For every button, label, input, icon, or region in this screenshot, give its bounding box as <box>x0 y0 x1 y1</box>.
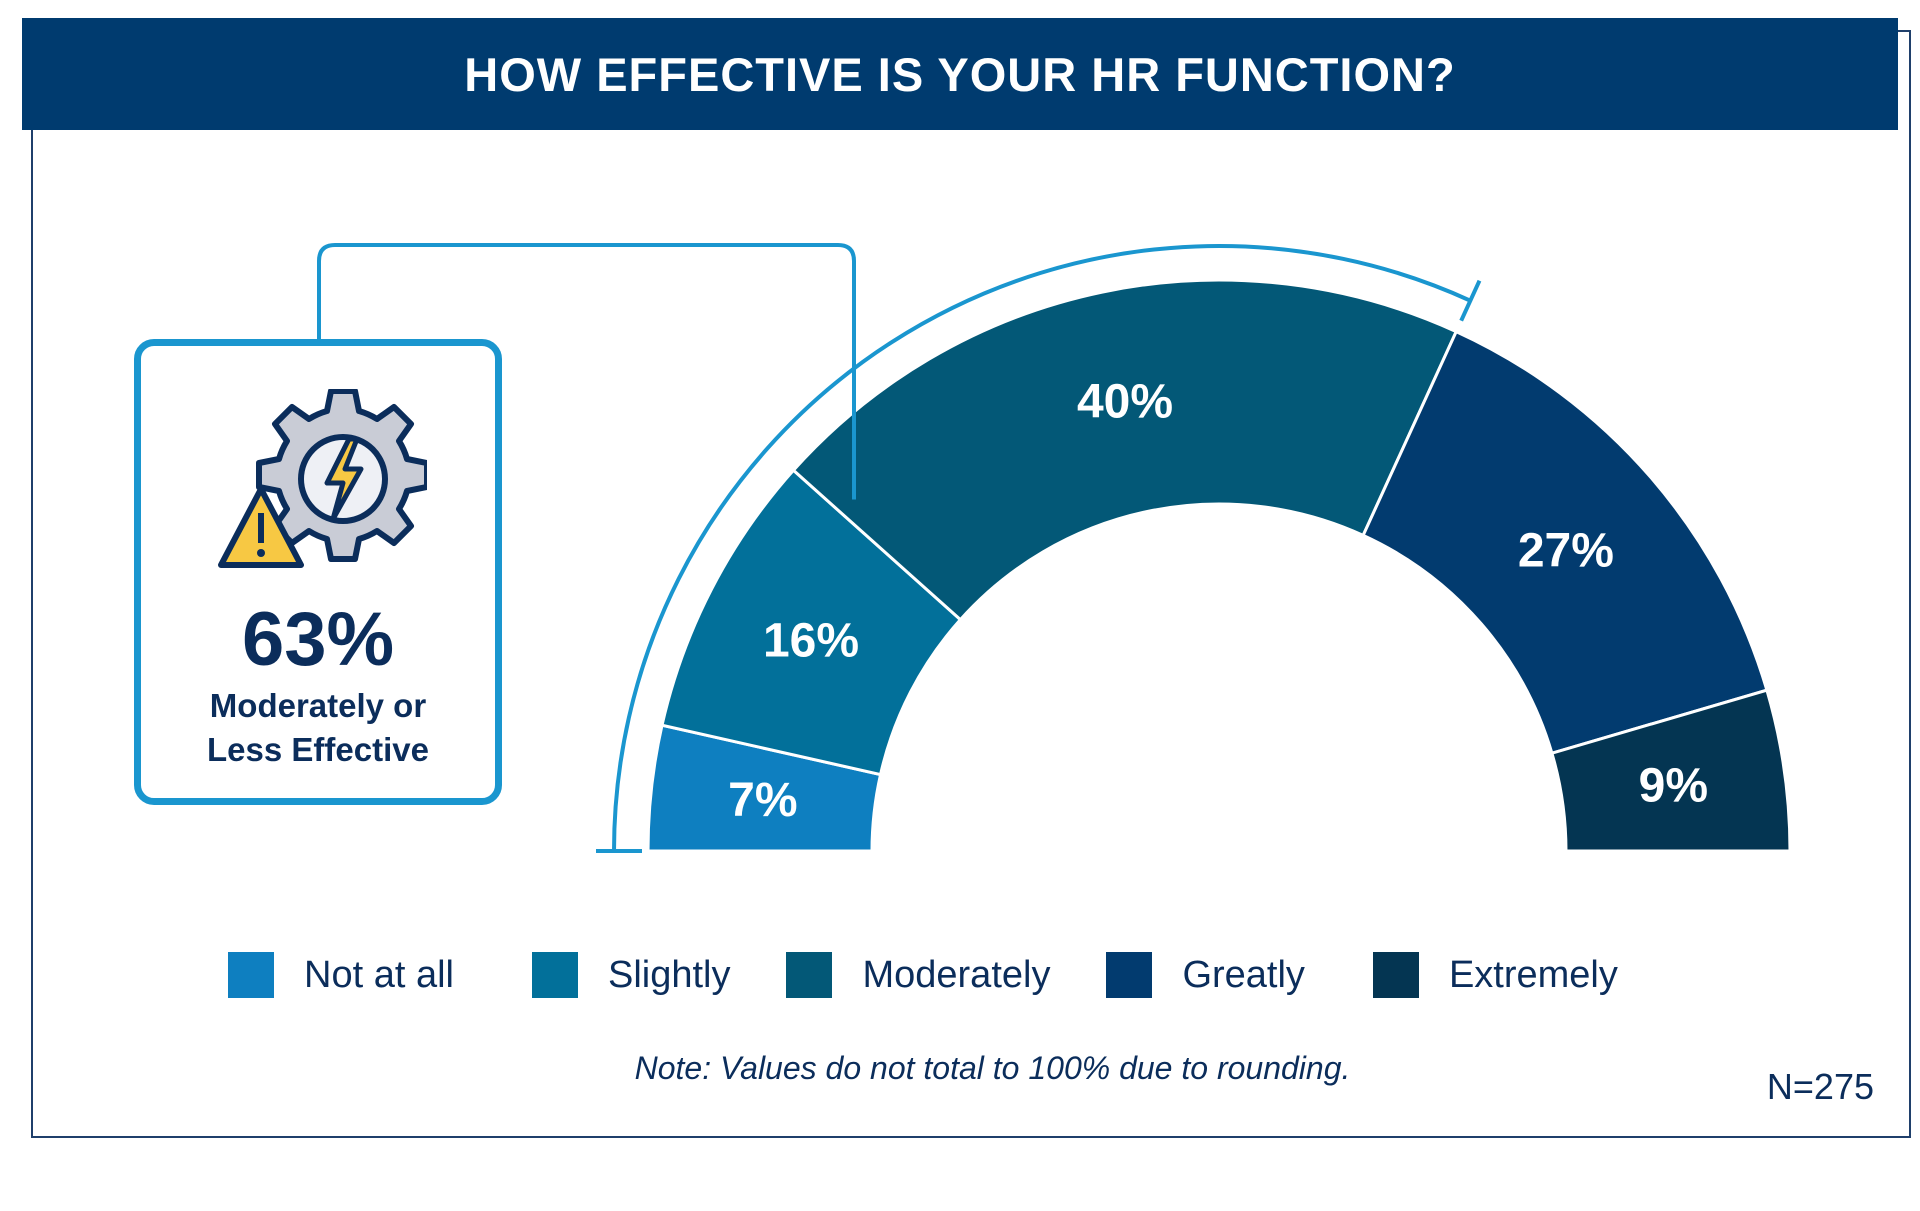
legend-swatch <box>1106 952 1153 998</box>
sample-size: N=275 <box>1766 1066 1874 1107</box>
data-label-not-at-all: 7% <box>728 774 797 827</box>
legend-item-extremely: Extremely <box>1372 952 1618 998</box>
callout-line-1: Moderately or <box>209 687 427 724</box>
legend-label: Moderately <box>862 953 1051 996</box>
chart-note: Note: Values do not total to 100% due to… <box>634 1050 1351 1086</box>
callout-description: Moderately or Less Effective <box>141 684 495 772</box>
legend-item-greatly: Greatly <box>1106 952 1305 998</box>
warning-icon <box>218 486 304 568</box>
legend-label: Slightly <box>607 953 731 996</box>
data-label-moderately: 40% <box>1077 376 1173 429</box>
gauge-segment-moderately <box>791 278 1459 622</box>
legend-swatch <box>786 952 833 998</box>
legend-swatch <box>1372 952 1419 998</box>
legend-swatch <box>228 952 274 998</box>
legend: Not at all Slightly Moderately Greatly E… <box>228 952 1618 998</box>
data-label-greatly: 27% <box>1518 524 1614 577</box>
bracket-arc <box>612 244 1472 852</box>
legend-item-slightly: Slightly <box>531 952 731 998</box>
legend-label: Greatly <box>1182 953 1305 996</box>
data-label-slightly: 16% <box>763 615 859 668</box>
callout-percentage: 63% <box>241 597 395 682</box>
gauge-segment-extremely <box>1550 688 1792 853</box>
lightning-icon <box>324 436 364 522</box>
legend-item-moderately: Moderately <box>786 952 1050 998</box>
callout-line-2: Less Effective <box>207 731 429 768</box>
legend-label: Extremely <box>1448 953 1618 996</box>
data-label-extremely: 9% <box>1639 760 1708 813</box>
chart-title: HOW EFFECTIVE IS YOUR HR FUNCTION? <box>22 18 1898 130</box>
callout-box: 63% Moderately or Less Effective <box>134 339 502 805</box>
legend-label: Not at all <box>304 953 454 996</box>
legend-item-not-at-all: Not at all <box>228 952 454 998</box>
bracket-end-tick <box>1459 279 1482 322</box>
legend-swatch <box>531 952 578 998</box>
callout-connector <box>317 243 856 500</box>
gear-warning-icon <box>218 389 427 568</box>
gauge-segment-greatly <box>1361 329 1769 756</box>
